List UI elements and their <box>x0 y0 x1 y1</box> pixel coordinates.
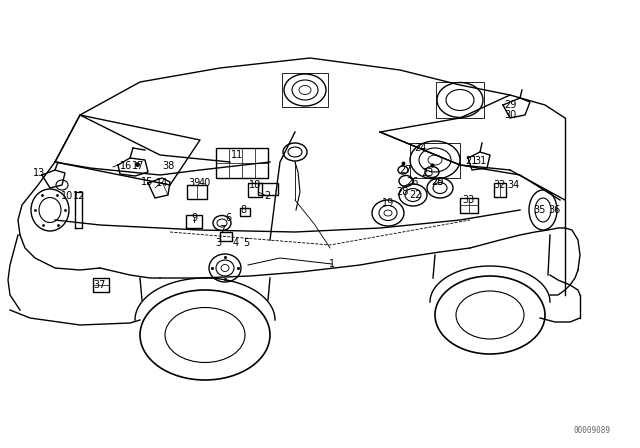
Text: 19: 19 <box>382 198 394 208</box>
Bar <box>186 215 202 228</box>
Text: 14: 14 <box>156 178 168 188</box>
Text: 25: 25 <box>431 177 444 187</box>
Text: 16: 16 <box>120 161 132 171</box>
Text: 27: 27 <box>399 165 412 175</box>
Bar <box>494 183 506 197</box>
Text: 36: 36 <box>548 205 560 215</box>
Bar <box>460 198 478 213</box>
Text: 31: 31 <box>474 156 486 166</box>
Text: 20: 20 <box>431 177 443 187</box>
Text: 6: 6 <box>225 213 231 223</box>
Text: 9: 9 <box>191 213 197 223</box>
Text: 40: 40 <box>199 178 211 188</box>
Text: 23: 23 <box>421 168 433 178</box>
Text: 5: 5 <box>243 238 249 248</box>
Bar <box>410 143 460 178</box>
Text: 35: 35 <box>534 205 546 215</box>
Text: 18: 18 <box>249 180 261 190</box>
Bar <box>240 208 250 216</box>
Text: 32: 32 <box>494 180 506 190</box>
Text: 12: 12 <box>73 191 85 201</box>
Text: 24: 24 <box>414 143 426 153</box>
Text: 26: 26 <box>406 177 418 187</box>
Text: 4: 4 <box>233 238 239 248</box>
Text: 38: 38 <box>162 161 174 171</box>
Text: 3: 3 <box>215 238 221 248</box>
Text: 13: 13 <box>33 168 45 178</box>
Text: 7: 7 <box>219 225 225 235</box>
Text: 15: 15 <box>141 177 153 187</box>
Text: 30: 30 <box>504 110 516 120</box>
Bar <box>258 183 278 195</box>
Text: 2: 2 <box>264 191 270 201</box>
Text: 10: 10 <box>61 191 73 201</box>
Text: 22: 22 <box>409 190 421 200</box>
Text: 28: 28 <box>396 187 408 197</box>
Text: 11: 11 <box>231 150 243 160</box>
Bar <box>187 185 207 199</box>
Text: 1: 1 <box>329 259 335 269</box>
Text: 29: 29 <box>504 100 516 110</box>
Text: 17: 17 <box>132 161 144 171</box>
Text: 21: 21 <box>465 156 477 166</box>
Bar <box>282 73 328 107</box>
Bar <box>436 82 484 118</box>
Text: 00009089: 00009089 <box>573 426 610 435</box>
Bar <box>93 278 109 292</box>
Text: 33: 33 <box>462 195 474 205</box>
Text: 34: 34 <box>507 180 519 190</box>
Text: 37: 37 <box>94 280 106 290</box>
Bar <box>216 148 268 178</box>
Text: 39: 39 <box>188 178 200 188</box>
Text: 8: 8 <box>240 205 246 215</box>
Bar <box>248 183 262 197</box>
Bar <box>220 232 232 241</box>
